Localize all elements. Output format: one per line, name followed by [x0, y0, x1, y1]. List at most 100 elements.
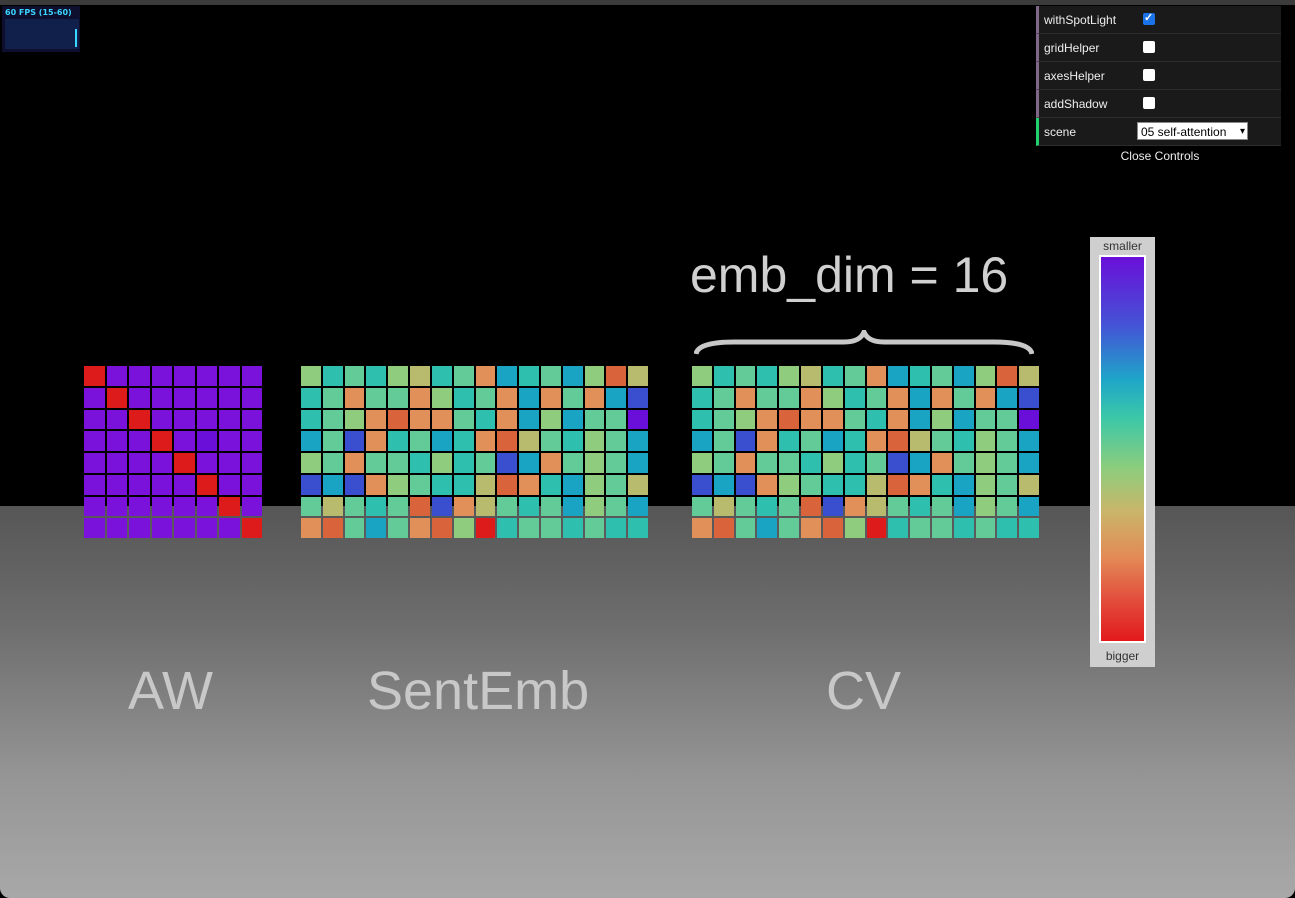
matrix-cell [174, 366, 195, 386]
matrix-cell [497, 387, 518, 408]
matrix-cell [241, 431, 262, 451]
matrix-cell [219, 366, 240, 386]
matrix-cell [628, 518, 648, 538]
matrix-cell [106, 474, 127, 495]
matrix-cell [713, 518, 734, 538]
matrix-cell [910, 496, 930, 517]
matrix-cell [388, 387, 409, 408]
close-controls-button[interactable]: Close Controls [1039, 146, 1281, 166]
sent-emb-matrix [301, 366, 648, 538]
matrix-cell [735, 366, 756, 386]
matrix-cell [779, 366, 800, 386]
matrix-cell [410, 496, 430, 517]
controls-panel: withSpotLight gridHelper axesHelper addS… [1036, 6, 1281, 166]
matrix-cell [241, 474, 262, 495]
matrix-cell [997, 518, 1018, 538]
matrix-cell [151, 453, 172, 473]
gridhelper-checkbox[interactable] [1143, 41, 1155, 53]
matrix-cell [129, 431, 150, 451]
matrix-cell [801, 409, 821, 430]
matrix-cell [322, 496, 343, 517]
matrix-cell [584, 409, 605, 430]
matrix-cell [562, 387, 583, 408]
matrix-cell [151, 387, 172, 408]
gui-row-gridhelper[interactable]: gridHelper [1036, 34, 1281, 62]
matrix-cell [431, 409, 452, 430]
matrix-cell [475, 409, 496, 430]
matrix-cell [844, 366, 865, 386]
color-scale-legend: smaller bigger [1090, 237, 1155, 667]
matrix-cell [174, 431, 195, 451]
matrix-cell [584, 474, 605, 495]
matrix-cell [475, 474, 496, 495]
matrix-cell [822, 453, 843, 473]
matrix-cell [779, 496, 800, 517]
axeshelper-checkbox[interactable] [1143, 69, 1155, 81]
matrix-cell [822, 474, 843, 495]
withspotlight-checkbox[interactable] [1143, 11, 1155, 25]
matrix-cell [735, 518, 756, 538]
matrix-cell [219, 387, 240, 408]
matrix-cell [822, 387, 843, 408]
matrix-cell [1019, 409, 1039, 430]
matrix-cell [628, 474, 648, 495]
matrix-cell [628, 366, 648, 386]
matrix-cell [692, 387, 712, 408]
matrix-cell [628, 409, 648, 430]
matrix-cell [844, 431, 865, 451]
matrix-cell [757, 431, 778, 451]
matrix-cell [866, 496, 887, 517]
matrix-cell [713, 474, 734, 495]
matrix-cell [822, 496, 843, 517]
matrix-cell [344, 387, 365, 408]
matrix-cell [106, 496, 127, 517]
matrix-cell [1019, 431, 1039, 451]
fps-bar [75, 29, 77, 47]
gui-row-addshadow[interactable]: addShadow [1036, 90, 1281, 118]
matrix-cell [366, 496, 387, 517]
matrix-cell [366, 409, 387, 430]
matrix-cell [129, 409, 150, 430]
fps-stats-panel[interactable]: 60 FPS (15-60) [2, 6, 80, 52]
matrix-cell [606, 366, 627, 386]
matrix-cell [757, 387, 778, 408]
scene-select-value: 05 self-attention [1141, 125, 1227, 139]
matrix-cell [888, 409, 909, 430]
matrix-cell [975, 518, 996, 538]
addshadow-checkbox[interactable] [1143, 97, 1155, 109]
matrix-cell [174, 409, 195, 430]
matrix-cell [388, 474, 409, 495]
matrix-cell [322, 453, 343, 473]
matrix-cell [129, 453, 150, 473]
matrix-cell [366, 518, 387, 538]
matrix-cell [344, 453, 365, 473]
matrix-cell [344, 474, 365, 495]
matrix-cell [151, 431, 172, 451]
matrix-cell [301, 387, 321, 408]
gui-row-axeshelper[interactable]: axesHelper [1036, 62, 1281, 90]
gui-row-withspotlight[interactable]: withSpotLight [1036, 6, 1281, 34]
matrix-cell [519, 453, 539, 473]
gui-row-scene[interactable]: scene 05 self-attention ▾ [1036, 118, 1281, 146]
matrix-cell [497, 474, 518, 495]
matrix-cell [562, 474, 583, 495]
matrix-cell [431, 366, 452, 386]
matrix-cell [475, 366, 496, 386]
matrix-cell [410, 453, 430, 473]
matrix-cell [866, 409, 887, 430]
matrix-cell [779, 518, 800, 538]
matrix-cell [866, 431, 887, 451]
matrix-cell [84, 496, 105, 517]
matrix-cell [388, 431, 409, 451]
matrix-cell [1019, 366, 1039, 386]
fps-label: 60 FPS (15-60) [5, 8, 72, 17]
matrix-cell [151, 366, 172, 386]
matrix-cell [975, 387, 996, 408]
matrix-cell [410, 366, 430, 386]
matrix-cell [540, 496, 561, 517]
matrix-cell [692, 409, 712, 430]
scene-select[interactable]: 05 self-attention ▾ [1137, 122, 1248, 140]
matrix-cell [692, 518, 712, 538]
matrix-cell [366, 474, 387, 495]
